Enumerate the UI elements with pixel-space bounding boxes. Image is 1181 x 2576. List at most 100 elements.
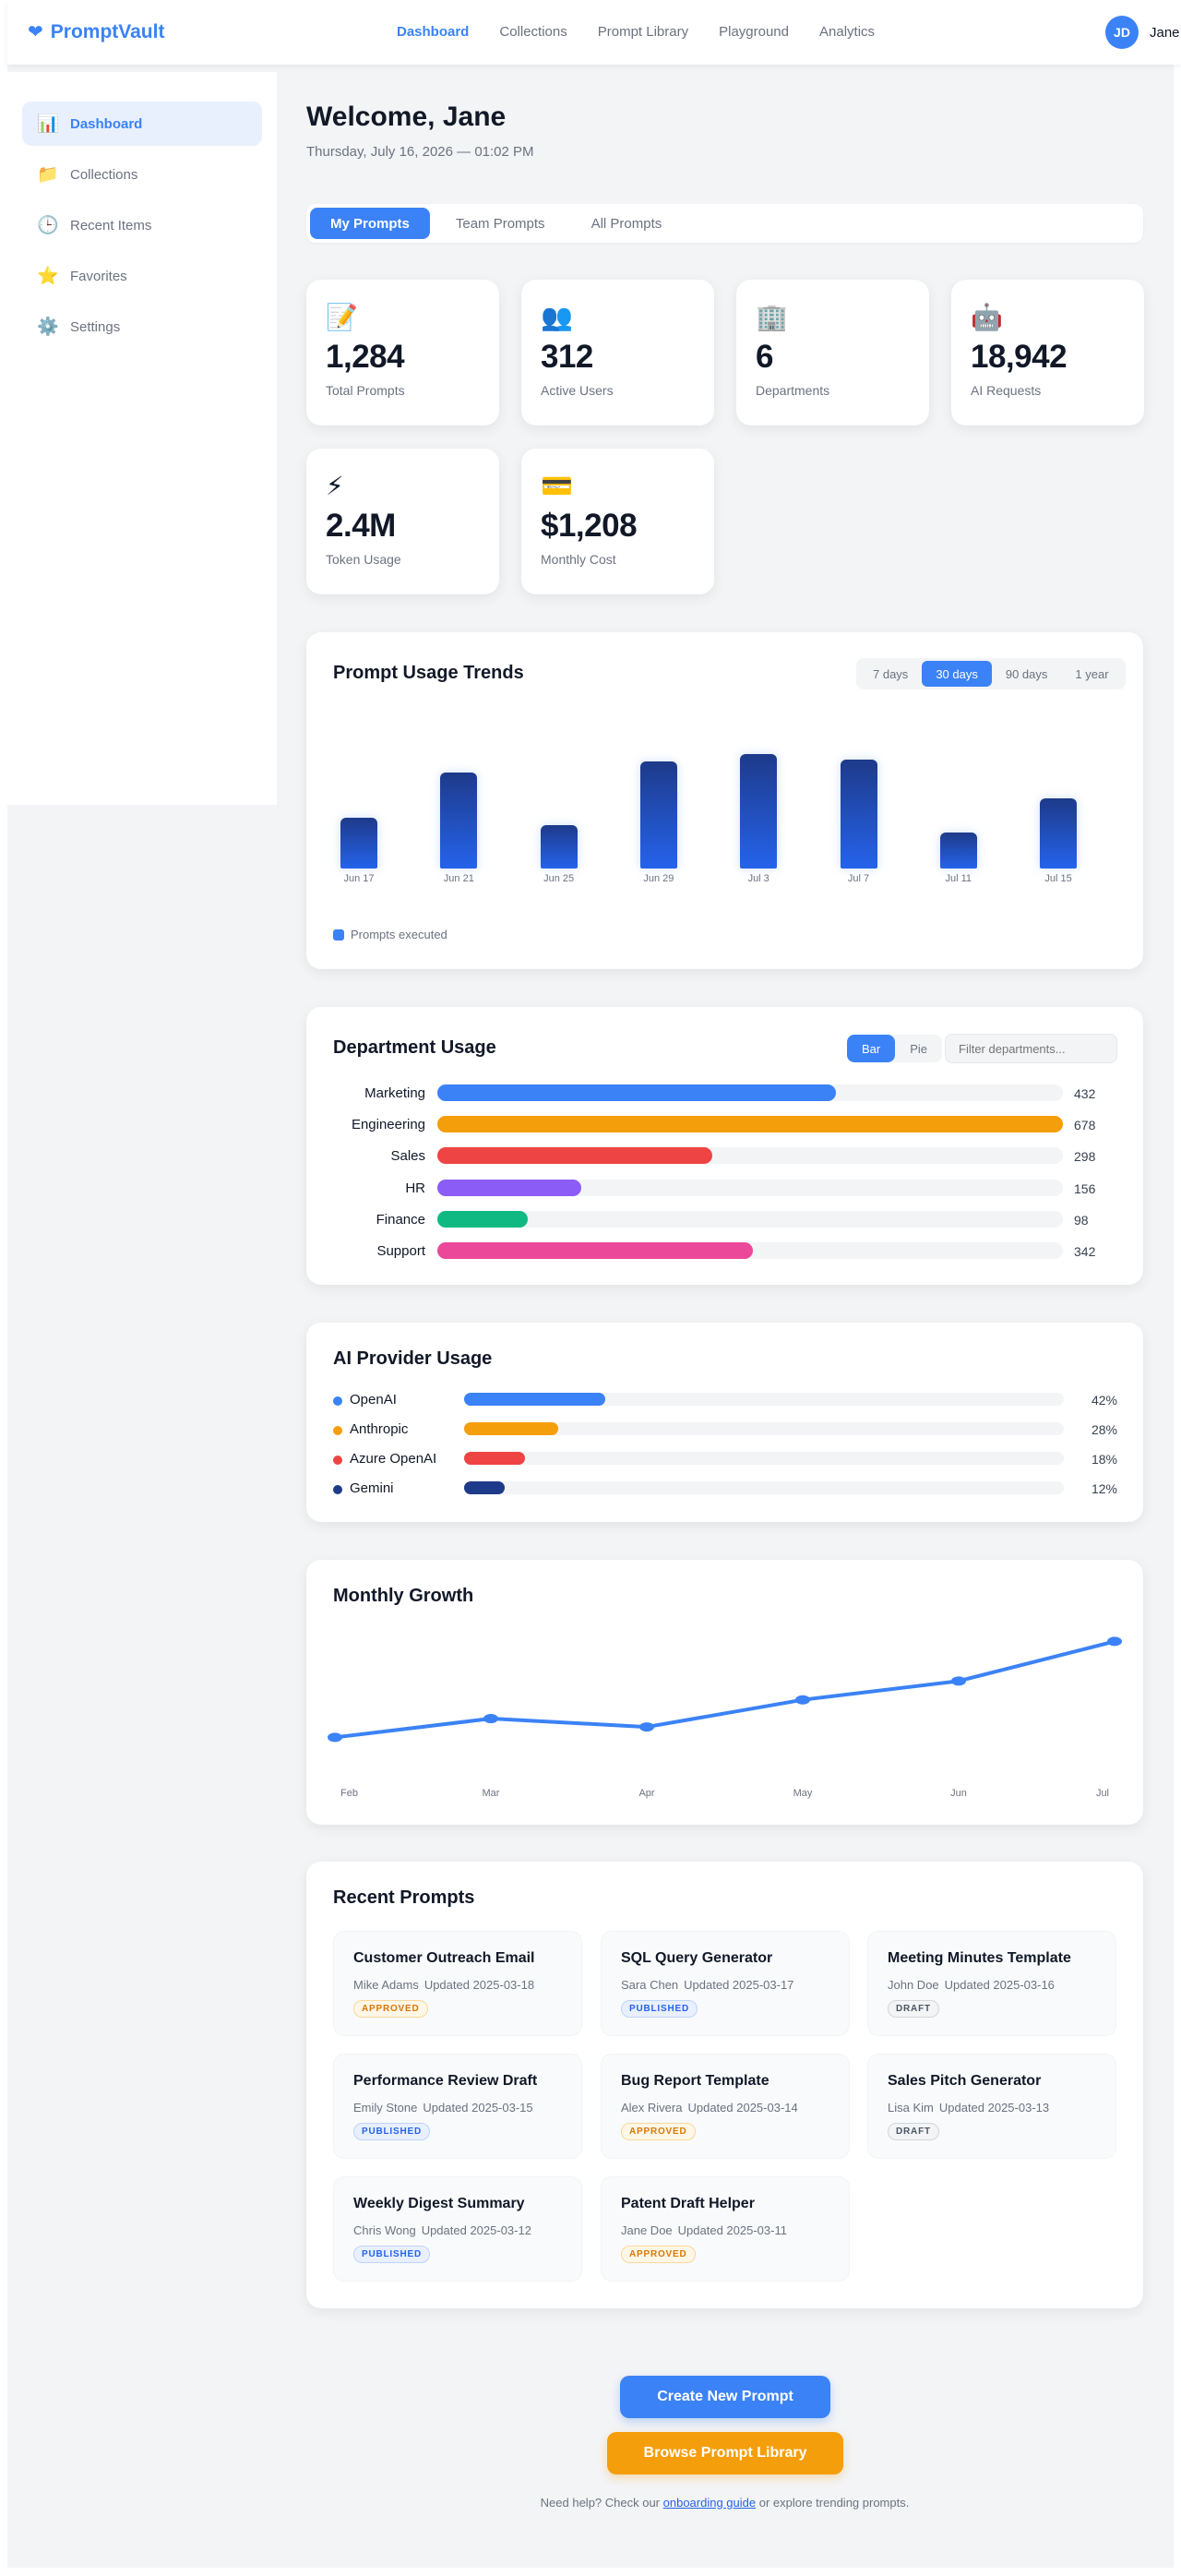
prompt-card[interactable]: Bug Report Template Alex Rivera Updated 20… (601, 2054, 850, 2159)
chart-bar (340, 818, 377, 869)
help-text-after: or explore trending prompts. (758, 2496, 910, 2510)
chart-bar (939, 833, 977, 869)
stat-value: 2.4M (326, 508, 396, 544)
chart-bar (1040, 798, 1078, 869)
sidebar-item-recent-items[interactable]: 🕒 Recent Items (22, 203, 262, 247)
provider-dot (333, 1426, 342, 1435)
department-bar-track (437, 1147, 1063, 1165)
prompt-card[interactable]: Weekly Digest Summary Chris Wong Updated 2… (333, 2176, 582, 2282)
legend-label: Prompts executed (351, 928, 447, 941)
provider-bar-fill (464, 1481, 505, 1494)
provider-bar-fill (464, 1422, 558, 1435)
department-name: Engineering (351, 1117, 425, 1133)
create-prompt-button[interactable]: Create New Prompt (620, 2376, 830, 2418)
department-value: 432 (1074, 1086, 1096, 1101)
brand-logo[interactable]: ❤ PromptVault (28, 20, 164, 43)
range-1-year[interactable]: 1 year (1075, 666, 1109, 681)
chart-bar (740, 754, 778, 869)
main-nav: Dashboard Collections Prompt Library Pla… (397, 24, 875, 40)
help-text: Need help? Check our onboarding guide or… (306, 2496, 1143, 2510)
x-tick-label: Jun 29 (643, 873, 674, 884)
view-pie-button[interactable]: Pie (910, 1041, 928, 1056)
stat-value: 6 (756, 339, 773, 375)
tab-all-prompts[interactable]: All Prompts (590, 215, 662, 232)
department-row-sales: Sales 298 (306, 1147, 1143, 1166)
department-row-marketing: Marketing 432 (306, 1084, 1143, 1103)
department-bar-fill (437, 1242, 753, 1259)
department-row-support: Support 342 (306, 1242, 1143, 1261)
provider-dot (333, 1456, 342, 1465)
department-bar-fill (437, 1210, 528, 1228)
browse-library-button[interactable]: Browse Prompt Library (607, 2432, 843, 2474)
prompt-card[interactable]: Customer Outreach Email Mike Adams Updated… (333, 1931, 582, 2036)
x-tick-label: Jul 15 (1044, 873, 1072, 884)
view-bar-button[interactable]: Bar (847, 1035, 896, 1062)
stat-value: $1,208 (541, 508, 638, 544)
stat-card-departments: 🏢 6 Departments (736, 280, 929, 425)
nav-playground[interactable]: Playground (719, 24, 789, 40)
department-value: 678 (1074, 1118, 1096, 1133)
user-name: Jane (1150, 24, 1180, 41)
department-row-finance: Finance 98 (306, 1210, 1143, 1229)
range-7-days[interactable]: 7 days (873, 666, 909, 681)
x-tick-label: Jul 11 (945, 873, 972, 884)
sidebar-item-favorites[interactable]: ⭐ Favorites (22, 254, 262, 298)
range-30-days[interactable]: 30 days (922, 661, 992, 687)
sidebar-item-settings[interactable]: ⚙️ Settings (22, 305, 262, 349)
department-value: 342 (1074, 1244, 1096, 1259)
prompt-updated: Updated 2025-03-14 (687, 2101, 798, 2115)
star-icon: ⭐ (37, 267, 59, 286)
top-navbar: ❤ PromptVault Dashboard Collections Prom… (7, 0, 1181, 65)
stat-card-monthly-cost: 💳 $1,208 Monthly Cost (521, 449, 714, 594)
nav-analytics[interactable]: Analytics (819, 24, 876, 40)
usage-trends-card: Prompt Usage Trends 7 days 30 days 90 da… (306, 632, 1143, 969)
onboarding-guide-link[interactable]: onboarding guide (662, 2496, 757, 2510)
prompt-card[interactable]: Patent Draft Helper Jane Doe Updated 2025-… (601, 2176, 850, 2282)
current-date: Thursday, July 16, 2026 — 01:02 PM (306, 144, 534, 160)
status-badge: DRAFT (888, 2123, 939, 2140)
growth-point (1107, 1636, 1122, 1647)
department-name: HR (405, 1180, 425, 1196)
department-filter-input[interactable] (945, 1034, 1117, 1063)
provider-name: OpenAI (350, 1392, 397, 1408)
prompt-author: Jane Doe (621, 2223, 673, 2237)
prompt-card[interactable]: Performance Review Draft Emily Stone Updat… (333, 2054, 582, 2159)
sidebar-item-dashboard[interactable]: 📊 Dashboard (22, 102, 262, 146)
sidebar: 📊 Dashboard 📁 Collections 🕒 Recent Items… (7, 72, 277, 805)
provider-usage-card: AI Provider Usage OpenAI 42% Anthropic 28% A… (306, 1323, 1143, 1522)
nav-collections[interactable]: Collections (499, 24, 567, 40)
chart-bar (639, 761, 677, 869)
prompt-title: Sales Pitch Generator (888, 2073, 1042, 2089)
prompt-card[interactable]: Sales Pitch Generator Lisa Kim Updated 202… (867, 2054, 1116, 2159)
tab-team-prompts[interactable]: Team Prompts (455, 215, 545, 232)
users-icon: 👥 (541, 303, 573, 331)
growth-point (639, 1722, 654, 1732)
prompt-title: Weekly Digest Summary (353, 2196, 525, 2211)
user-menu[interactable]: JD Jane (1105, 16, 1180, 49)
prompt-card[interactable]: SQL Query Generator Sara Chen Updated 2025… (601, 1931, 850, 2036)
provider-usage-title: AI Provider Usage (333, 1348, 493, 1369)
x-tick-label: Jun 21 (443, 873, 474, 884)
range-90-days[interactable]: 90 days (1005, 666, 1048, 681)
prompt-card[interactable]: Meeting Minutes Template John Doe Updated … (867, 1931, 1116, 2036)
page-title: Welcome, Jane (306, 102, 507, 132)
nav-prompt-library[interactable]: Prompt Library (597, 24, 689, 40)
monthly-growth-chart: Feb Mar Apr May Jun Jul (328, 1636, 1122, 1799)
provider-dot (333, 1485, 342, 1494)
growth-point (951, 1676, 966, 1686)
prompt-author: Emily Stone (353, 2101, 418, 2115)
stat-card-active-users: 👥 312 Active Users (521, 280, 714, 425)
recent-prompts-card: Recent Prompts Customer Outreach Email Mi… (306, 1862, 1143, 2308)
avatar[interactable]: JD (1105, 16, 1139, 49)
prompt-meta: Emily Stone Updated 2025-03-15 (353, 2101, 562, 2115)
sidebar-item-collections[interactable]: 📁 Collections (22, 152, 262, 197)
sidebar-item-label: Favorites (70, 268, 127, 284)
prompt-scope-tabs: My Prompts Team Prompts All Prompts (306, 204, 1143, 243)
prompt-meta: Alex Rivera Updated 2025-03-14 (621, 2101, 829, 2115)
stat-value: 18,942 (971, 339, 1068, 375)
nav-dashboard[interactable]: Dashboard (397, 24, 470, 40)
prompt-title: Performance Review Draft (353, 2073, 538, 2089)
tab-my-prompts[interactable]: My Prompts (310, 208, 430, 239)
provider-percent: 12% (1091, 1481, 1117, 1496)
usage-trends-title: Prompt Usage Trends (333, 663, 524, 683)
